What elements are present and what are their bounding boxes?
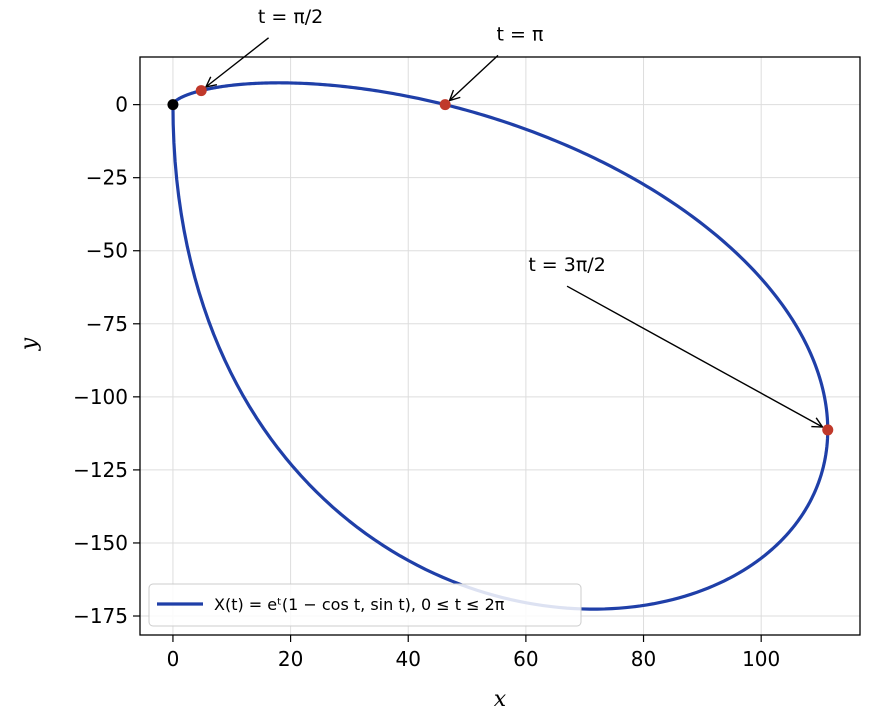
annotation-label: t = 3π/2 [528, 254, 605, 276]
y-tick-label: −25 [86, 166, 128, 190]
curve-layer [171, 81, 830, 611]
annotation-arrow [206, 37, 270, 87]
marked-point [822, 424, 834, 436]
y-axis-label: y [17, 337, 42, 351]
plot-frame [139, 56, 861, 636]
annotation-label: t = π [497, 23, 544, 45]
y-tick-label: −100 [73, 385, 128, 409]
annotation-arrow [566, 285, 822, 427]
annotation-arrow [450, 54, 499, 100]
x-axis-ticks: 0 20 40 60 80 100 [167, 635, 780, 671]
points-layer [167, 85, 834, 436]
y-axis-ticks: 0 −25 −50 −75 −100 −125 −150 −175 [73, 93, 140, 628]
x-axis-label: x [494, 687, 507, 712]
grid [140, 57, 860, 635]
y-tick-label: −150 [73, 531, 128, 555]
annotation-layer: t = π/2 t = π t = 3π/2 [206, 6, 823, 427]
origin-point [167, 99, 179, 111]
x-tick-label: 0 [167, 647, 180, 671]
y-tick-label: −175 [73, 604, 128, 628]
x-tick-label: 60 [513, 647, 538, 671]
x-tick-label: 20 [278, 647, 303, 671]
y-tick-label: −50 [86, 239, 128, 263]
x-tick-label: 80 [631, 647, 656, 671]
series-curve [171, 81, 830, 611]
y-tick-label: −125 [73, 458, 128, 482]
y-tick-label: 0 [115, 93, 128, 117]
legend-box [148, 583, 582, 627]
annotation-label: t = π/2 [258, 6, 323, 28]
legend: X(t) = eᵗ(1 − cos t, sin t), 0 ≤ t ≤ 2π [148, 583, 582, 627]
legend-entry-label: X(t) = eᵗ(1 − cos t, sin t), 0 ≤ t ≤ 2π [214, 595, 505, 614]
x-tick-label: 100 [742, 647, 780, 671]
x-tick-label: 40 [396, 647, 421, 671]
marked-point [195, 85, 207, 97]
marked-point [439, 99, 451, 111]
y-tick-label: −75 [86, 312, 128, 336]
